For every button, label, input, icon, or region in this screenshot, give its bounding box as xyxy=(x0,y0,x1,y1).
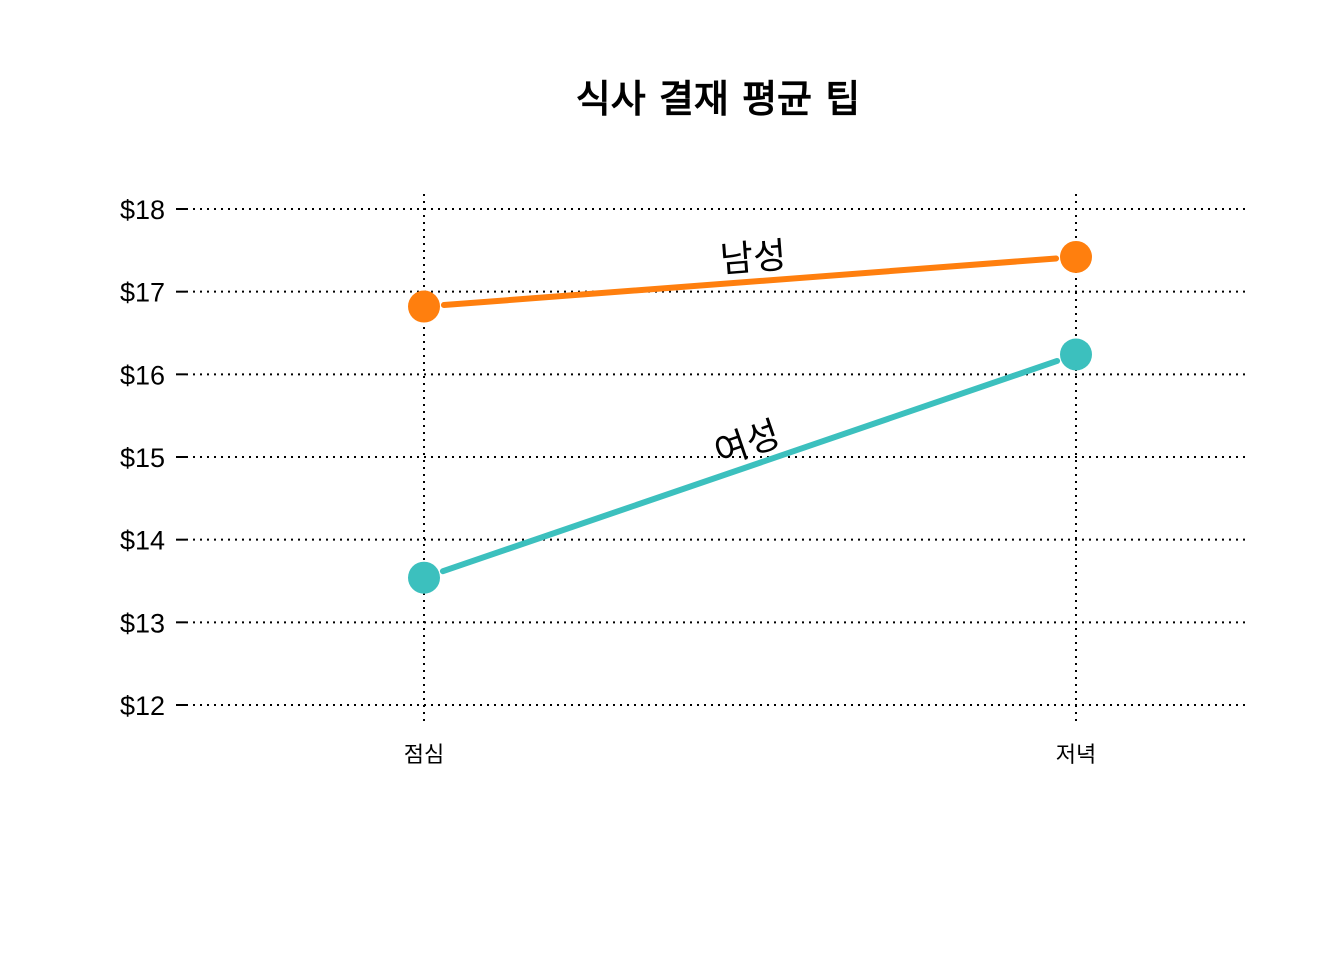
x-tick-label: 점심 xyxy=(404,743,444,768)
series-label: 남성 xyxy=(719,235,788,281)
grid xyxy=(186,194,1250,725)
data-point xyxy=(408,561,440,594)
series-label: 여성 xyxy=(709,414,785,474)
y-tick-label: $14 xyxy=(120,526,165,556)
y-tick-label: $16 xyxy=(120,360,165,390)
data-point xyxy=(408,290,440,323)
y-tick-label: $12 xyxy=(120,691,165,721)
y-tick-label: $18 xyxy=(120,195,165,225)
y-tick-label: $13 xyxy=(120,608,165,638)
y-tick-label: $15 xyxy=(120,443,165,473)
series-1: 여성 xyxy=(408,338,1092,594)
x-axis: 점심 저녁 xyxy=(404,743,1096,768)
series-line xyxy=(440,255,1060,309)
y-axis: $12 $13 $14 $15 $16 $17 $18 xyxy=(120,195,186,721)
series-line xyxy=(439,357,1061,575)
x-tick-label: 저녁 xyxy=(1056,743,1096,768)
series-0: 남성 xyxy=(408,235,1092,323)
y-tick-label: $17 xyxy=(120,278,165,308)
chart-title: 식사 결재 평균 팁 xyxy=(576,77,860,121)
data-point xyxy=(1060,338,1092,371)
data-point xyxy=(1060,240,1092,273)
